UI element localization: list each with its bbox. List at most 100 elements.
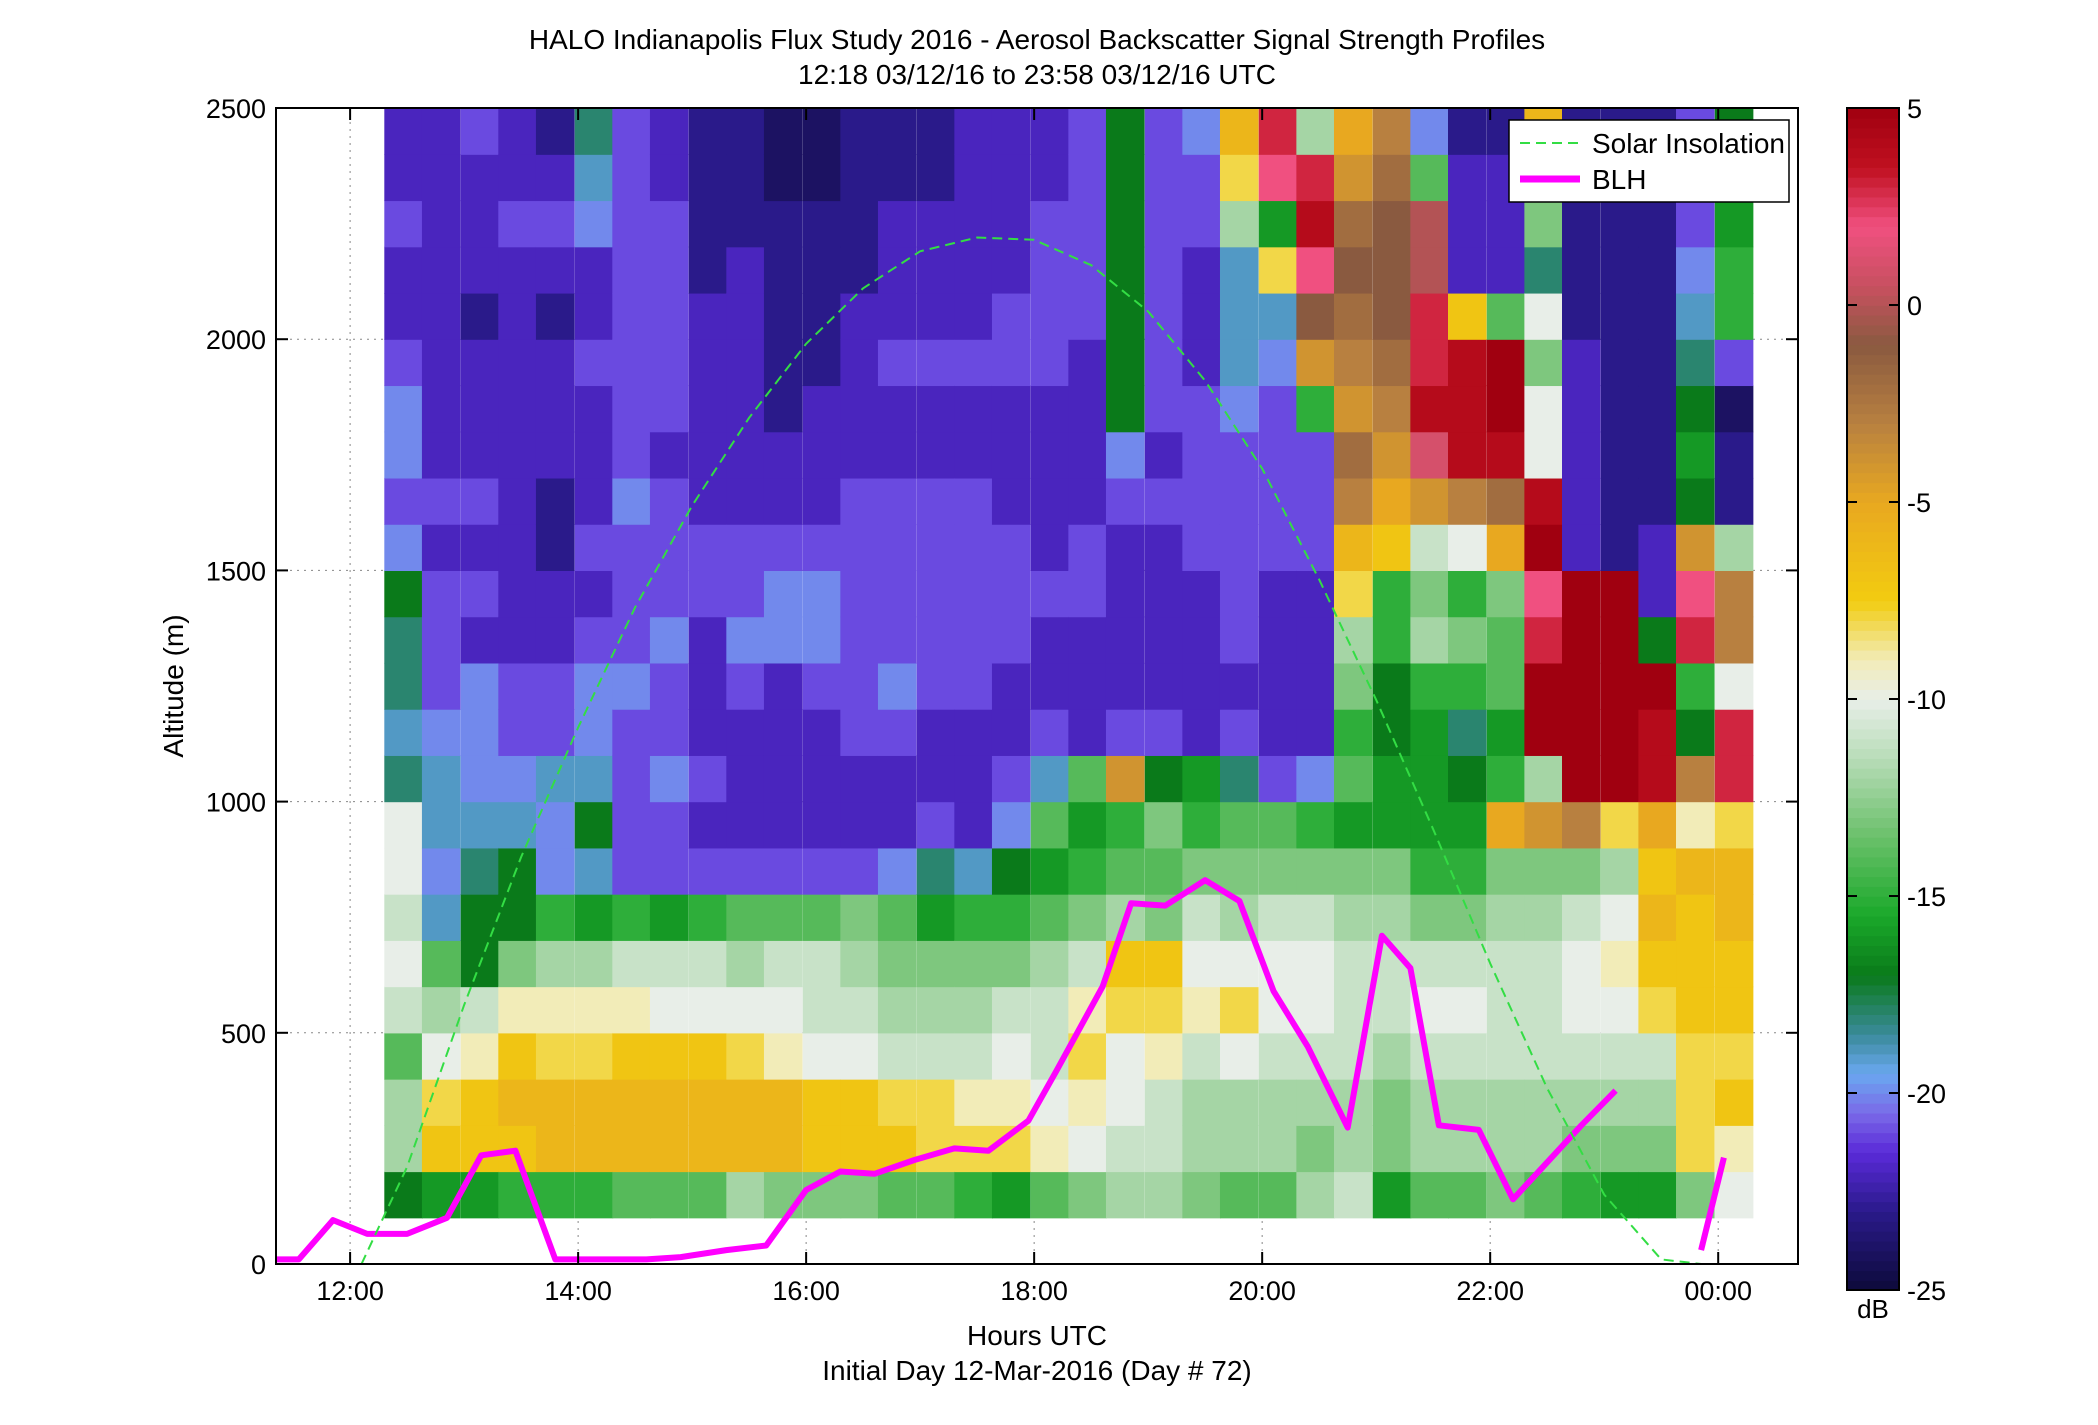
heatmap-cell bbox=[612, 339, 651, 387]
heatmap-cell bbox=[802, 292, 842, 340]
heatmap-cell bbox=[991, 1079, 1031, 1126]
heatmap-cell bbox=[726, 385, 765, 433]
heatmap-cell bbox=[612, 986, 651, 1034]
heatmap-cell bbox=[688, 200, 728, 248]
heatmap-cell bbox=[1638, 292, 1677, 340]
heatmap-cell bbox=[1372, 755, 1412, 803]
heatmap-cell bbox=[802, 477, 842, 525]
heatmap-cell bbox=[498, 940, 537, 988]
heatmap-cell bbox=[1030, 616, 1070, 664]
heatmap-cell bbox=[1144, 524, 1184, 571]
heatmap-cell bbox=[1410, 894, 1449, 941]
heatmap-cell bbox=[649, 1125, 689, 1173]
colorbar-swatch bbox=[1847, 1240, 1899, 1252]
heatmap-cell bbox=[1333, 801, 1373, 849]
x-tick-label: 14:00 bbox=[544, 1276, 612, 1306]
heatmap-cell bbox=[421, 108, 461, 109]
colorbar-swatch bbox=[1847, 324, 1899, 336]
heatmap-cell bbox=[1638, 616, 1677, 664]
heatmap-cell bbox=[991, 894, 1031, 941]
heatmap-cell bbox=[1676, 292, 1715, 340]
heatmap-cell bbox=[763, 431, 803, 479]
heatmap-cell bbox=[1600, 1125, 1640, 1173]
heatmap-cell bbox=[1144, 431, 1184, 479]
colorbar-swatch bbox=[1847, 373, 1899, 385]
colorbar-swatch bbox=[1847, 935, 1899, 947]
heatmap-cell bbox=[1333, 200, 1373, 248]
colorbar-swatch bbox=[1847, 413, 1899, 424]
heatmap-cell bbox=[1105, 986, 1145, 1034]
colorbar-swatch bbox=[1847, 472, 1899, 484]
heatmap-cell bbox=[1333, 154, 1373, 202]
heatmap-cell bbox=[1182, 1171, 1221, 1219]
colorbar-units: dB bbox=[1857, 1294, 1889, 1324]
heatmap-cell bbox=[840, 385, 879, 433]
heatmap-cell bbox=[384, 940, 423, 988]
heatmap-cell bbox=[1448, 940, 1487, 988]
heatmap-cell bbox=[840, 1079, 879, 1126]
heatmap-cell bbox=[763, 385, 803, 433]
heatmap-cell bbox=[1562, 940, 1601, 988]
heatmap-cell bbox=[1372, 616, 1412, 664]
heatmap-cell bbox=[498, 339, 537, 387]
heatmap-cell bbox=[384, 246, 423, 294]
heatmap-cell bbox=[1068, 154, 1107, 202]
heatmap-cell bbox=[688, 108, 728, 109]
heatmap-cell bbox=[1638, 339, 1677, 387]
heatmap-cell bbox=[877, 662, 917, 710]
heatmap-cell bbox=[649, 986, 689, 1034]
heatmap bbox=[384, 108, 1754, 1219]
colorbar-swatch bbox=[1847, 570, 1899, 582]
heatmap-cell bbox=[954, 524, 993, 571]
heatmap-cell bbox=[498, 154, 537, 202]
heatmap-cell bbox=[1296, 339, 1335, 387]
heatmap-cell bbox=[1296, 755, 1335, 803]
heatmap-cell bbox=[1524, 801, 1563, 849]
heatmap-cell bbox=[1486, 755, 1526, 803]
heatmap-cell bbox=[1448, 801, 1487, 849]
heatmap-cell bbox=[916, 755, 956, 803]
heatmap-cell bbox=[498, 477, 537, 525]
heatmap-cell bbox=[1219, 570, 1259, 618]
heatmap-cell bbox=[991, 154, 1031, 202]
colorbar-swatch bbox=[1847, 236, 1899, 247]
colorbar-swatch bbox=[1847, 1181, 1899, 1193]
heatmap-cell bbox=[1638, 1032, 1677, 1080]
colorbar-swatch bbox=[1847, 1043, 1899, 1055]
x-tick-label: 16:00 bbox=[772, 1276, 840, 1306]
colorbar-swatch bbox=[1847, 925, 1899, 937]
heatmap-cell bbox=[1524, 986, 1563, 1034]
heatmap-cell bbox=[1144, 709, 1184, 756]
heatmap-cell bbox=[1144, 108, 1184, 155]
heatmap-cell bbox=[1676, 709, 1715, 756]
heatmap-cell bbox=[1524, 894, 1563, 941]
heatmap-cell bbox=[763, 524, 803, 571]
heatmap-cell bbox=[1258, 431, 1298, 479]
heatmap-cell bbox=[535, 108, 575, 155]
heatmap-cell bbox=[840, 570, 879, 618]
heatmap-cell bbox=[1258, 246, 1298, 294]
heatmap-cell bbox=[1486, 570, 1526, 618]
heatmap-cell bbox=[954, 1079, 993, 1126]
heatmap-cell bbox=[954, 801, 993, 849]
colorbar-swatch bbox=[1847, 945, 1899, 956]
heatmap-cell bbox=[1714, 246, 1754, 294]
heatmap-cell bbox=[460, 292, 500, 340]
heatmap-cell bbox=[649, 709, 689, 756]
heatmap-cell bbox=[1638, 1125, 1677, 1173]
colorbar-swatch bbox=[1847, 728, 1899, 740]
heatmap-cell bbox=[1486, 524, 1526, 571]
heatmap-cell bbox=[1372, 477, 1412, 525]
heatmap-cell bbox=[1182, 524, 1221, 571]
heatmap-cell bbox=[840, 477, 879, 525]
heatmap-cell bbox=[612, 524, 651, 571]
colorbar-swatch bbox=[1847, 167, 1899, 178]
colorbar-swatch bbox=[1847, 176, 1899, 188]
heatmap-cell bbox=[1676, 662, 1715, 710]
heatmap-cell bbox=[1030, 385, 1070, 433]
heatmap-cell bbox=[498, 755, 537, 803]
heatmap-cell bbox=[1448, 108, 1487, 109]
heatmap-cell bbox=[991, 986, 1031, 1034]
heatmap-cell bbox=[877, 894, 917, 941]
heatmap-cell bbox=[1638, 801, 1677, 849]
